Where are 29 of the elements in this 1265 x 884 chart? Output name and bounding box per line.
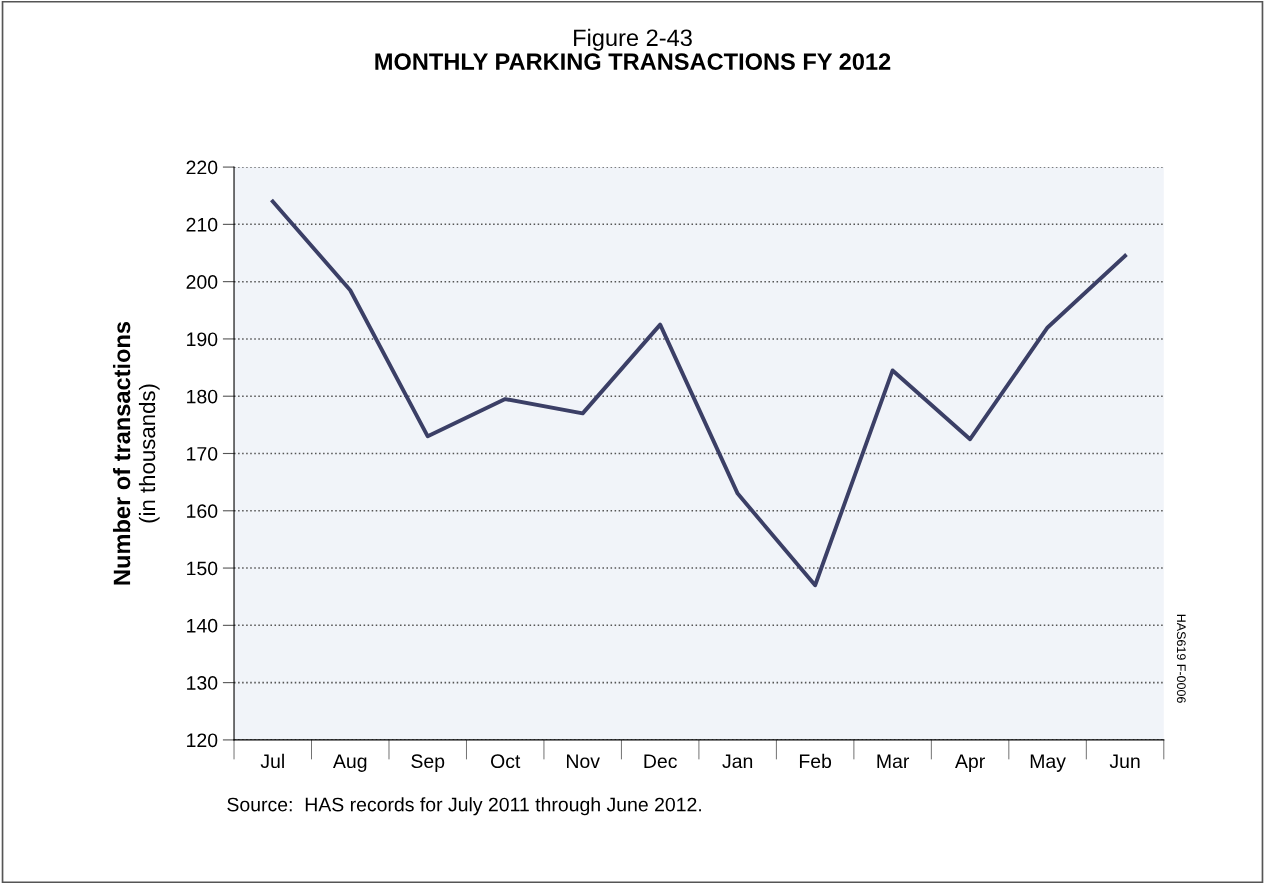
x-tick-label: Feb	[799, 753, 832, 769]
y-tick-label: 210	[186, 217, 218, 232]
x-tick-label: Jan	[722, 754, 753, 769]
x-tick-label: Oct	[491, 754, 521, 769]
text: HAS619 F-0006	[1176, 614, 1186, 703]
y-tick-label: 190	[187, 332, 218, 347]
x-tick-label: Jul	[260, 753, 284, 769]
x-tick-label: Apr	[955, 754, 985, 772]
line-series	[270, 199, 1128, 588]
chart-subtitle: MONTHLY PARKING TRANSACTIONS FY 2012	[375, 53, 891, 70]
x-tick-label: Sep	[411, 754, 445, 772]
y-tick-label: 200	[186, 275, 218, 289]
x-tick-label: Dec	[644, 754, 677, 769]
y-tick-label: 150	[187, 561, 218, 576]
y-tick-label: 180	[187, 389, 218, 404]
chart-title: Figure 2-43	[574, 28, 692, 51]
y-tick-label: 130	[187, 676, 218, 690]
y-tick-label: 120	[187, 733, 218, 748]
y-tick-label: 160	[187, 504, 218, 519]
y-tick-label: 140	[187, 618, 218, 633]
source-note: Source: HAS records for July 2011 through June 2012.	[227, 797, 701, 816]
y-tick-label: 220	[186, 160, 218, 175]
y-axis-title: Number of transactions (in thousands)	[112, 321, 160, 585]
x-tick-label: May	[1030, 754, 1066, 772]
x-tick-label: Aug	[332, 754, 367, 772]
x-tick-label: Mar	[877, 754, 910, 769]
x-tick-label: Jun	[1109, 754, 1140, 769]
y-tick-label: 170	[187, 446, 218, 461]
x-tick-label: Nov	[567, 754, 600, 769]
